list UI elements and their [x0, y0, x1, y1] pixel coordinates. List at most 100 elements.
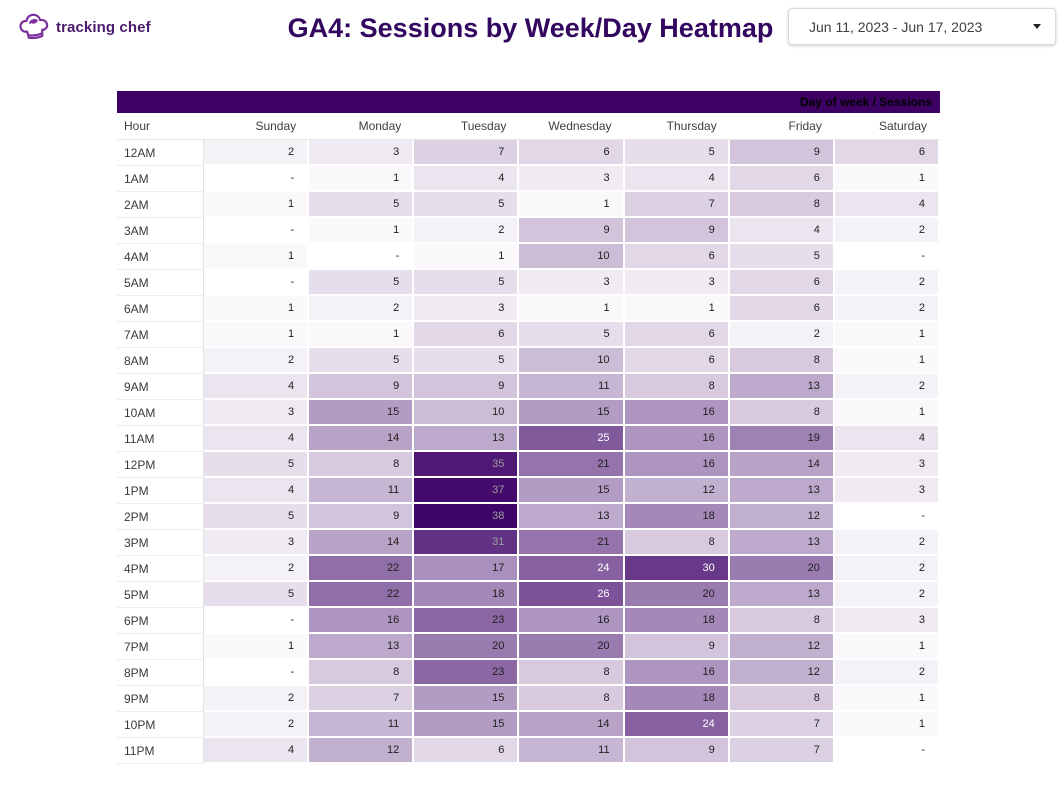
heatmap-cell: 8	[729, 400, 835, 426]
heatmap-cell: 21	[519, 452, 625, 478]
heatmap-cell: 9	[729, 140, 835, 166]
heatmap-cell: 5	[414, 348, 520, 374]
heatmap-cell: 3	[204, 530, 310, 556]
row-label: 1PM	[117, 478, 204, 504]
heatmap-cell: 2	[204, 686, 310, 712]
heatmap-cell: 2	[309, 296, 415, 322]
heatmap-cell: 5	[204, 452, 310, 478]
heatmap-cell: 1	[519, 296, 625, 322]
heatmap-cell: 20	[414, 634, 520, 660]
table-row: 9AM 4 9 9 11 8 13 2	[117, 374, 940, 400]
heatmap-cell: 20	[519, 634, 625, 660]
heatmap-cell: 18	[414, 582, 520, 608]
heatmap-cell: 6	[624, 244, 730, 270]
heatmap-cell: 5	[309, 270, 415, 296]
heatmap-cell: 7	[414, 140, 520, 166]
heatmap-cell: 9	[519, 218, 625, 244]
heatmap-cell: 3	[519, 166, 625, 192]
table-title-bar: Day of week / Sessions	[117, 91, 940, 113]
heatmap-cell: 4	[204, 374, 310, 400]
heatmap-cell: 7	[624, 192, 730, 218]
row-label: 11PM	[117, 738, 204, 764]
table-row: 12AM 2 3 7 6 5 9 6	[117, 140, 940, 166]
heatmap-cell: 23	[414, 608, 520, 634]
row-label: 10PM	[117, 712, 204, 738]
heatmap-cell: 24	[519, 556, 625, 582]
heatmap-cell: 6	[729, 166, 835, 192]
row-label: 8PM	[117, 660, 204, 686]
heatmap-cell: 9	[624, 634, 730, 660]
row-label: 5PM	[117, 582, 204, 608]
heatmap-cell: 17	[414, 556, 520, 582]
heatmap-cell: 1	[309, 166, 415, 192]
column-header-monday: Monday	[309, 113, 415, 140]
table-row: 3AM -1 2 9 9 4 2	[117, 218, 940, 244]
row-label: 2AM	[117, 192, 204, 218]
heatmap-header-row: Hour Sunday Monday Tuesday Wednesday Thursday…	[117, 113, 940, 140]
heatmap-cell: 1	[834, 322, 940, 348]
heatmap-cell: -	[834, 504, 940, 530]
table-row: 2AM 1 5 5 1 7 8 4	[117, 192, 940, 218]
heatmap-cell: 9	[414, 374, 520, 400]
heatmap-cell: 7	[729, 738, 835, 764]
heatmap-cell: 12	[309, 738, 415, 764]
heatmap-cell: 8	[729, 348, 835, 374]
heatmap-cell: 1	[204, 192, 310, 218]
heatmap-cell: 5	[414, 270, 520, 296]
row-label: 7PM	[117, 634, 204, 660]
heatmap-cell: 11	[309, 712, 415, 738]
heatmap-cell: 1	[624, 296, 730, 322]
heatmap-cell: 3	[204, 400, 310, 426]
row-label: 6PM	[117, 608, 204, 634]
heatmap-cell: 14	[309, 530, 415, 556]
heatmap-cell: 3	[834, 608, 940, 634]
heatmap-cell: 19	[729, 426, 835, 452]
heatmap-cell: 37	[414, 478, 520, 504]
heatmap-cell: 6	[414, 738, 520, 764]
heatmap-cell: 14	[309, 426, 415, 452]
heatmap-cell: 1	[834, 166, 940, 192]
heatmap-cell: 22	[309, 582, 415, 608]
heatmap-cell: 5	[519, 322, 625, 348]
table-row: 4AM 1-1 10 6 5-	[117, 244, 940, 270]
heatmap-cell: 3	[519, 270, 625, 296]
heatmap-cell: 10	[519, 348, 625, 374]
heatmap-cell: 6	[414, 322, 520, 348]
heatmap-cell: 20	[624, 582, 730, 608]
heatmap-cell: 14	[729, 452, 835, 478]
heatmap-cell: 6	[624, 322, 730, 348]
row-label: 1AM	[117, 166, 204, 192]
heatmap-cell: 5	[624, 140, 730, 166]
row-label: 12PM	[117, 452, 204, 478]
heatmap-cell: 2	[204, 556, 310, 582]
heatmap-cell: 1	[834, 712, 940, 738]
heatmap-cell: 11	[519, 374, 625, 400]
heatmap-cell: 4	[834, 426, 940, 452]
heatmap-cell: 2	[834, 270, 940, 296]
row-label: 5AM	[117, 270, 204, 296]
heatmap-cell: 4	[834, 192, 940, 218]
heatmap-cell: 3	[309, 140, 415, 166]
date-range-picker[interactable]: Jun 11, 2023 - Jun 17, 2023	[788, 8, 1056, 45]
heatmap-body: 12AM 2 3 7 6 5 9 6 1AM -1 4 3 4 6 1 2AM 1 5 5 1 7 8 4 3AM -1 2 9 9 4…	[117, 140, 940, 764]
heatmap-cell: -	[204, 218, 310, 244]
heatmap-cell: 8	[309, 660, 415, 686]
heatmap-cell: 1	[204, 322, 310, 348]
heatmap-cell: 1	[204, 296, 310, 322]
row-axis-header: Hour	[117, 113, 204, 140]
heatmap-cell: 9	[624, 218, 730, 244]
row-label: 3AM	[117, 218, 204, 244]
heatmap-cell: 1	[309, 322, 415, 348]
heatmap-cell: 5	[309, 192, 415, 218]
table-row: 8AM 2 5 5 10 6 8 1	[117, 348, 940, 374]
heatmap-cell: 12	[624, 478, 730, 504]
row-label: 7AM	[117, 322, 204, 348]
logo: tracking chef	[13, 7, 151, 47]
heatmap-cell: 13	[414, 426, 520, 452]
heatmap-cell: 2	[834, 374, 940, 400]
column-header-saturday: Saturday	[834, 113, 940, 140]
logo-text: tracking chef	[56, 18, 151, 36]
heatmap-cell: 31	[414, 530, 520, 556]
heatmap-cell: 8	[309, 452, 415, 478]
heatmap-cell: 2	[834, 660, 940, 686]
